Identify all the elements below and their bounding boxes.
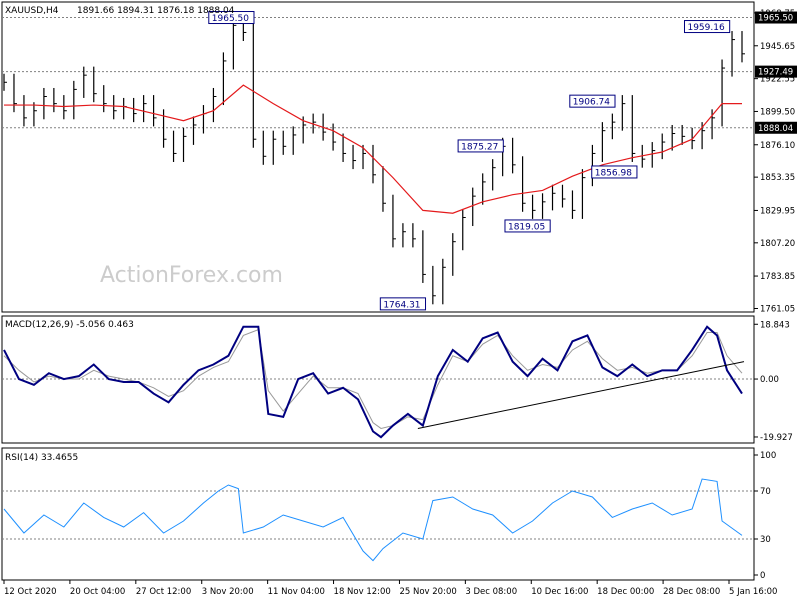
rsi-title: RSI(14) 33.4655 — [5, 453, 78, 463]
price-y-axis: 1968.751945.651922.551899.501876.101853.… — [754, 9, 797, 315]
price-annotation-label: 1959.16 — [687, 23, 724, 33]
price-tick-label: 1945.65 — [760, 42, 795, 52]
signal-line — [3, 328, 743, 430]
watermark: ActionForex.com — [100, 263, 283, 288]
price-tick-label: 1876.10 — [760, 141, 795, 151]
macd-tick-label: 0.00 — [760, 375, 779, 385]
price-tag — [755, 11, 797, 24]
price-tick-label: 1853.35 — [760, 173, 795, 183]
price-tag — [755, 65, 797, 78]
x-tick-label: 3 Nov 20:00 — [202, 587, 254, 597]
x-tick-label: 18 Nov 12:00 — [334, 587, 391, 597]
rsi-y-axis: 100 70 30 0 — [754, 451, 776, 581]
price-annotation-box — [591, 165, 638, 179]
rsi-tick-label: 70 — [760, 487, 771, 497]
price-panel: ActionForex.com 1965.50 1875.27 1819.05 176… — [1, 1, 797, 315]
price-annotation-label: 1965.50 — [212, 14, 249, 24]
price-annotations: 1965.50 1875.27 1819.05 1764.31 1906.74 1856.… — [208, 11, 731, 311]
price-annotation-label: 1875.27 — [461, 142, 498, 152]
macd-title: MACD(12,26,9) -5.056 0.463 — [5, 320, 134, 330]
price-tag-label: 1965.50 — [758, 14, 793, 24]
macd-tick-label: -19.927 — [760, 433, 793, 443]
macd-series — [3, 325, 745, 439]
moving-average — [4, 84, 742, 214]
price-tick-label: 1761.05 — [760, 305, 795, 315]
moving-average-line — [4, 84, 742, 214]
price-annotation-label: 1819.05 — [508, 222, 545, 232]
x-tick-label: 18 Dec 00:00 — [597, 587, 654, 597]
macd-panel: 18.843 0.00 -19.927 MACD(12,26,9) -5.056 0… — [1, 315, 793, 444]
price-level-lines — [2, 17, 754, 129]
x-tick-label: 27 Oct 12:00 — [136, 587, 191, 597]
rsi-series — [3, 478, 743, 562]
rsi-guide-lines — [2, 490, 754, 540]
price-tag-label: 1927.49 — [758, 68, 793, 78]
price-annotation-label: 1906.74 — [573, 98, 610, 108]
x-tick-label: 20 Oct 04:00 — [70, 587, 125, 597]
price-header-ohlc: 1891.66 1894.31 1876.18 1888.04 — [77, 6, 235, 16]
rsi-tick-label: 30 — [760, 535, 771, 545]
price-annotation-box — [504, 219, 551, 233]
x-tick-label: 11 Nov 04:00 — [268, 587, 325, 597]
x-tick-label: 28 Dec 08:00 — [663, 587, 720, 597]
x-tick-label: 3 Dec 08:00 — [465, 587, 517, 597]
x-tick-label: 25 Nov 20:00 — [399, 587, 456, 597]
x-tick-label: 5 Jan 16:00 — [729, 587, 777, 597]
rsi-panel-frame — [1, 447, 755, 581]
price-annotation-label: 1764.31 — [383, 300, 420, 310]
price-annotation-label: 1856.98 — [595, 168, 632, 178]
price-tag-label: 1888.04 — [758, 124, 793, 134]
price-annotation-box — [457, 139, 504, 153]
price-annotation-box — [569, 94, 616, 108]
price-tick-label: 1783.85 — [760, 272, 795, 282]
price-tick-label: 1829.95 — [760, 206, 795, 216]
x-tick-label: 10 Dec 16:00 — [531, 587, 588, 597]
rsi-tick-label: 0 — [760, 571, 765, 581]
rsi-line — [3, 478, 743, 562]
macd-y-axis: 18.843 0.00 -19.927 — [754, 320, 793, 443]
macd-line — [3, 325, 743, 439]
price-tick-label: 1922.55 — [760, 75, 795, 85]
rsi-tick-label: 100 — [760, 451, 776, 461]
rsi-panel: 100 70 30 0 RSI(14) 33.4655 — [1, 447, 776, 581]
price-tick-label: 1899.50 — [760, 107, 795, 117]
price-header-symbol: XAUUSD,H4 — [5, 6, 59, 16]
price-annotation-box — [379, 297, 427, 311]
x-axis: 12 Oct 2020 20 Oct 04:00 27 Oct 12:00 3 Nov… — [3, 580, 777, 597]
macd-trendline — [417, 361, 745, 429]
price-annotation-box — [208, 11, 255, 25]
price-annotation-box — [683, 20, 731, 34]
price-panel-frame — [1, 1, 755, 313]
x-tick-label: 12 Oct 2020 — [4, 587, 57, 597]
price-tick-label: 1807.20 — [760, 239, 795, 249]
macd-tick-label: 18.843 — [760, 320, 790, 330]
price-tag — [755, 121, 797, 134]
